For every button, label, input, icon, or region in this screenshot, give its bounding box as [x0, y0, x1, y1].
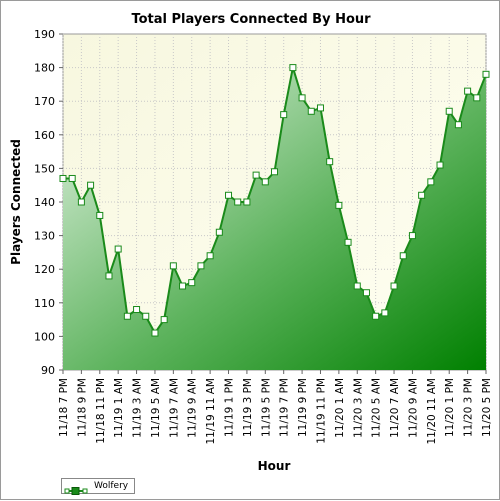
- x-tick-label: 11/20 3 PM: [463, 378, 475, 437]
- data-point: [418, 191, 426, 199]
- data-point: [243, 198, 251, 206]
- x-tick-label: 11/19 5 PM: [260, 378, 272, 437]
- x-tick-label: 11/18 7 PM: [58, 378, 70, 437]
- legend-label: Wolfery: [94, 481, 129, 491]
- data-point: [372, 312, 380, 320]
- y-tick-label: 120: [34, 263, 55, 276]
- data-point: [362, 289, 370, 297]
- x-tick-label: 11/19 3 AM: [132, 378, 144, 438]
- x-tick-label: 11/19 1 AM: [113, 378, 125, 438]
- data-point: [59, 174, 67, 182]
- x-tick-label: 11/19 1 PM: [224, 378, 236, 437]
- data-point: [206, 252, 214, 260]
- x-tick-label: 11/20 5 AM: [371, 378, 383, 438]
- x-tick-label: 11/20 1 AM: [334, 378, 346, 438]
- data-points: [59, 64, 490, 337]
- data-point: [142, 312, 150, 320]
- data-point: [261, 178, 269, 186]
- x-tick-label: 11/20 11 AM: [426, 378, 438, 445]
- data-point: [169, 262, 177, 270]
- data-point: [179, 282, 187, 290]
- data-point: [197, 262, 205, 270]
- data-point: [427, 178, 435, 186]
- data-point: [454, 121, 462, 129]
- data-point: [326, 158, 334, 166]
- data-point: [280, 111, 288, 119]
- data-point: [96, 211, 104, 219]
- x-tick-label: 11/20 7 AM: [389, 378, 401, 438]
- data-point: [399, 252, 407, 260]
- y-axis-title: Players Connected: [9, 139, 23, 265]
- x-tick-label: 11/20 9 AM: [407, 378, 419, 438]
- data-point: [408, 232, 416, 240]
- y-tick-label: 140: [34, 196, 55, 209]
- x-tick-label: 11/18 11 PM: [95, 378, 107, 444]
- data-point: [215, 228, 223, 236]
- y-tick-label: 160: [34, 129, 55, 142]
- data-point: [188, 279, 196, 287]
- data-point: [87, 181, 95, 189]
- x-tick-label: 11/20 1 PM: [444, 378, 456, 437]
- data-point: [225, 191, 233, 199]
- data-point: [464, 87, 472, 95]
- y-tick-label: 170: [34, 95, 55, 108]
- data-point: [68, 174, 76, 182]
- x-tick-label: 11/20 3 AM: [352, 378, 364, 438]
- data-point: [105, 272, 113, 280]
- x-tick-label: 11/18 9 PM: [76, 378, 88, 437]
- x-tick-label: 11/19 7 PM: [279, 378, 291, 437]
- y-axis: 90 100 110 120 130 140 150 160 170 180 190: [34, 28, 63, 377]
- data-point: [482, 70, 490, 78]
- y-tick-label: 150: [34, 162, 55, 175]
- data-point: [123, 312, 131, 320]
- chart-title: Total Players Connected By Hour: [131, 12, 371, 27]
- data-point: [160, 316, 168, 324]
- y-tick-label: 180: [34, 62, 55, 75]
- x-axis: 11/18 7 PM 11/18 9 PM 11/18 11 PM 11/19 1 A…: [58, 370, 493, 445]
- data-point: [335, 201, 343, 209]
- x-tick-label: 11/20 5 PM: [481, 378, 493, 437]
- data-point: [445, 107, 453, 115]
- data-point: [289, 64, 297, 72]
- x-axis-title: Hour: [258, 459, 291, 473]
- data-point: [316, 104, 324, 112]
- x-tick-label: 11/19 9 AM: [187, 378, 199, 438]
- data-point: [77, 198, 85, 206]
- x-tick-label: 11/19 5 AM: [150, 378, 162, 438]
- data-point: [353, 282, 361, 290]
- x-tick-label: 11/19 3 PM: [242, 378, 254, 437]
- data-point: [307, 107, 315, 115]
- data-point: [133, 306, 141, 314]
- data-point: [151, 329, 159, 337]
- x-tick-label: 11/19 11 PM: [315, 378, 327, 444]
- data-point: [114, 245, 122, 253]
- data-point: [344, 238, 352, 246]
- data-point: [252, 171, 260, 179]
- y-tick-label: 100: [34, 330, 55, 343]
- x-tick-label: 11/19 11 AM: [205, 378, 217, 445]
- data-point: [473, 94, 481, 102]
- legend: Wolfery: [61, 478, 136, 495]
- y-tick-label: 90: [41, 364, 55, 377]
- legend-swatch-icon: [64, 481, 88, 495]
- data-point: [381, 309, 389, 317]
- data-point: [298, 94, 306, 102]
- y-tick-label: 130: [34, 230, 55, 243]
- x-tick-label: 11/19 9 PM: [297, 378, 309, 437]
- data-point: [271, 168, 278, 176]
- data-point: [436, 161, 444, 169]
- x-tick-label: 11/19 7 AM: [168, 378, 180, 438]
- data-point: [390, 282, 398, 290]
- data-point: [234, 198, 242, 206]
- y-tick-label: 110: [34, 297, 55, 310]
- y-tick-label: 190: [34, 28, 55, 41]
